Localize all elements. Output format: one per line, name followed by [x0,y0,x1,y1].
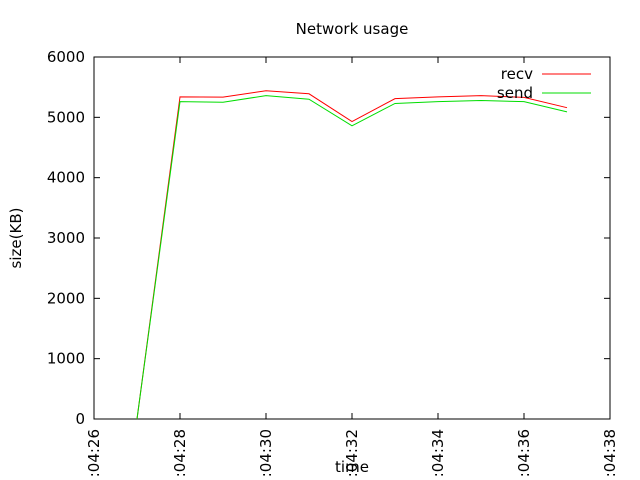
series-lines [136,90,568,420]
y-tick-label: 0 [75,410,85,428]
plot-area-frame [93,56,611,420]
y-tick-label: 6000 [47,48,85,66]
chart-title: Network usage [296,20,409,38]
y-tick-label: 1000 [47,350,85,368]
y-tick-label: 4000 [47,169,85,187]
y-tick-label: 3000 [47,229,85,247]
legend-label-recv: recv [501,65,533,83]
axis-ticks: 0 1000 2000 3000 4000 5000 6000 :04:26 :04:28 :04… [47,48,619,477]
x-tick-label: :04:32 [343,429,361,477]
y-tick-label: 5000 [47,108,85,126]
y-tick-label: 2000 [47,289,85,307]
series-line-send [136,95,568,420]
legend-label-send: send [497,84,533,102]
x-tick-label: :04:36 [515,429,533,477]
series-line-recv [136,90,568,420]
x-tick-label: :04:28 [171,429,189,477]
x-tick-label: :04:26 [85,429,103,477]
y-axis-title: size(KB) [7,208,25,269]
x-tick-label: :04:30 [257,429,275,477]
x-axis-title: time [335,458,369,476]
x-tick-label: :04:34 [429,429,447,477]
x-tick-label: :04:38 [601,429,619,477]
